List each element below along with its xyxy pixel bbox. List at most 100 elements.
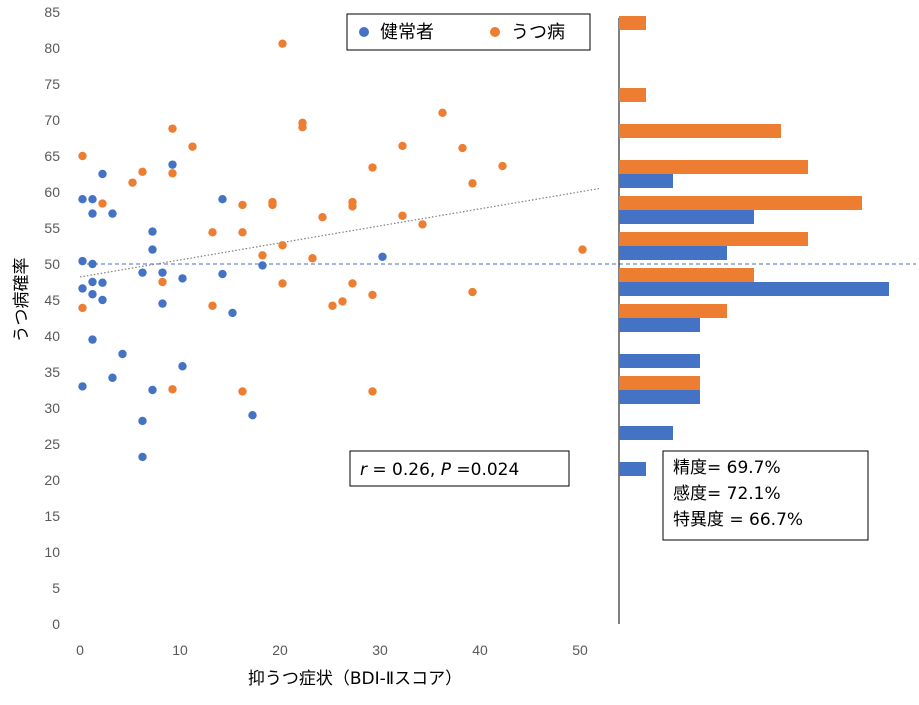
hist-bar-depression [619, 232, 808, 246]
point-healthy [248, 411, 257, 420]
point-healthy [218, 195, 227, 204]
point-depression [418, 220, 427, 229]
point-depression [238, 200, 247, 210]
point-healthy [98, 278, 107, 287]
x-tick-label: 0 [76, 642, 84, 658]
point-depression [578, 245, 587, 254]
point-depression [238, 387, 247, 396]
hist-bar-healthy [619, 318, 700, 332]
y-axis-ticks: 0 5 10 15 20 25 30 35 40 45 50 55 60 65 70 75 80 85 [44, 4, 60, 632]
y-tick-label: 75 [44, 76, 60, 92]
legend-marker-depression [490, 27, 500, 37]
point-depression [138, 167, 147, 177]
hist-bar-healthy [619, 462, 646, 476]
y-tick-label: 30 [44, 400, 60, 416]
point-depression [128, 178, 137, 187]
y-tick-label: 40 [44, 328, 60, 344]
y-tick-label: 5 [52, 580, 60, 596]
p-value: =0.024 [451, 460, 519, 480]
metric-accuracy: 精度= 69.7% [673, 458, 781, 478]
point-healthy [88, 335, 97, 344]
point-depression [268, 200, 277, 210]
point-depression [368, 290, 377, 300]
r-symbol: r [360, 460, 368, 480]
hist-bar-depression [619, 124, 781, 138]
point-depression [258, 251, 267, 260]
y-tick-label: 55 [44, 220, 60, 236]
x-tick-label: 20 [272, 642, 288, 658]
point-healthy [158, 268, 167, 277]
point-healthy [78, 195, 87, 204]
hist-bar-depression [619, 196, 862, 210]
point-healthy [118, 349, 127, 359]
hist-bar-depression [619, 88, 646, 102]
point-healthy [178, 362, 187, 371]
point-depression [298, 123, 307, 132]
x-tick-label: 10 [172, 642, 188, 658]
point-depression [338, 297, 347, 306]
legend: 健常者 うつ病 [346, 13, 591, 51]
point-healthy [78, 256, 87, 266]
point-depression [468, 179, 477, 188]
point-depression [438, 108, 447, 118]
hist-bar-healthy [619, 426, 673, 440]
y-tick-label: 25 [44, 436, 60, 452]
point-depression [168, 385, 177, 394]
x-axis-title: 抑うつ症状（BDI-Ⅱスコア） [248, 669, 462, 689]
hist-bar-healthy [619, 210, 754, 224]
point-depression [398, 141, 407, 151]
point-healthy [228, 308, 237, 318]
point-healthy [258, 261, 267, 270]
point-healthy [108, 373, 117, 382]
point-healthy [138, 268, 147, 277]
point-healthy [378, 252, 387, 261]
x-axis-ticks: 0 10 20 30 40 50 [76, 642, 588, 658]
x-tick-label: 40 [472, 642, 488, 658]
point-healthy [98, 295, 107, 305]
y-tick-label: 45 [44, 292, 60, 308]
metrics-box: 精度= 69.7% 感度= 72.1% 特異度 = 66.7% [662, 450, 869, 541]
point-depression [278, 39, 287, 48]
point-depression [318, 213, 327, 222]
scatter-points [78, 39, 587, 462]
trendline [79, 187, 601, 278]
point-depression [98, 199, 107, 208]
point-healthy [148, 385, 157, 395]
point-healthy [88, 259, 97, 269]
hist-bar-depression [619, 304, 727, 318]
svg-text:r = 0.26, P =0.024: r = 0.26, P =0.024 [360, 460, 519, 480]
hist-bar-healthy [619, 174, 673, 188]
hist-bar-depression [619, 268, 754, 282]
point-healthy [88, 209, 97, 218]
point-depression [368, 387, 377, 396]
point-healthy [98, 169, 107, 179]
point-healthy [178, 274, 187, 283]
point-healthy [88, 277, 97, 287]
point-depression [328, 301, 337, 310]
hist-bar-depression [619, 160, 808, 174]
point-healthy [168, 160, 177, 169]
point-healthy [78, 284, 87, 293]
point-depression [78, 151, 87, 161]
y-tick-label: 70 [44, 112, 60, 128]
point-depression [278, 279, 287, 288]
point-depression [208, 228, 217, 237]
point-depression [368, 163, 377, 172]
point-depression [458, 143, 467, 153]
y-tick-label: 15 [44, 508, 60, 524]
point-depression [348, 279, 357, 288]
point-depression [78, 303, 87, 313]
point-depression [468, 287, 477, 297]
point-depression [238, 228, 247, 237]
point-depression [168, 124, 177, 133]
hist-bar-healthy [619, 282, 889, 296]
point-depression [168, 169, 177, 178]
y-tick-label: 35 [44, 364, 60, 380]
histogram-bars [619, 16, 889, 476]
y-tick-label: 0 [52, 616, 60, 632]
point-depression [498, 161, 507, 171]
point-healthy [158, 299, 167, 308]
hist-bar-depression [619, 16, 646, 30]
point-healthy [108, 209, 117, 218]
